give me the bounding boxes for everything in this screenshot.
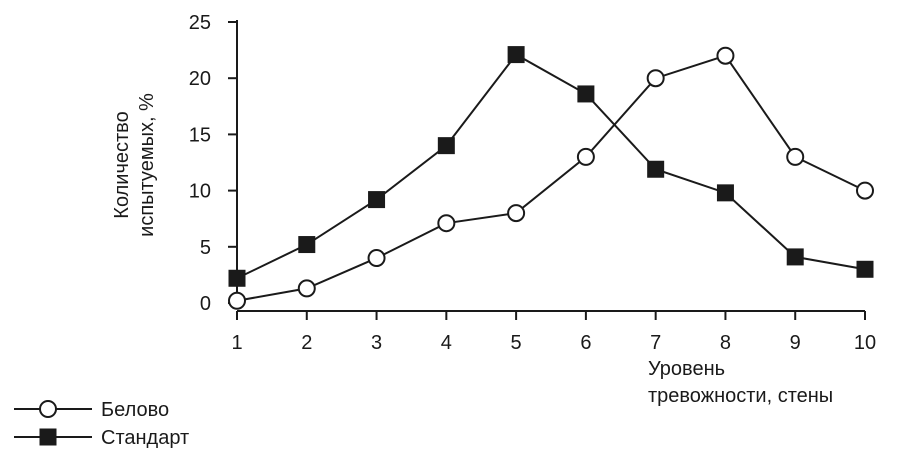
x-axis-title-line: Уровень [648,358,725,380]
x-tick-label: 1 [231,332,242,354]
series-line [236,54,866,302]
x-tick-label: 2 [301,332,312,354]
series-line [236,53,866,280]
data-point [368,191,386,209]
data-point [576,147,595,166]
x-tick-label: 6 [580,332,591,354]
data-point [716,46,735,65]
y-axis-title-line: Количество [111,111,133,218]
x-tick-label: 9 [790,332,801,354]
legend-label: Белово [101,399,169,421]
data-point [437,214,456,233]
data-point [507,46,525,64]
data-point [786,147,805,166]
data-point [298,236,316,254]
chart-axes [228,20,866,320]
data-point [367,249,386,268]
y-tick-label: 25 [189,12,211,34]
legend-item: Стандарт [14,427,189,449]
series-2 [228,46,874,287]
legend-label: Стандарт [101,427,189,449]
y-tick-label: 20 [189,68,211,90]
chart-labels: 0 5 10 15 20 25 1 2 3 4 5 6 7 8 9 10 Количество испытуемы… [111,12,876,407]
legend-item: Белово [14,399,169,421]
y-axis-title-line: испытуемых, % [136,93,158,237]
data-point [647,160,665,178]
x-tick-label: 8 [720,332,731,354]
x-tick-label: 7 [650,332,661,354]
x-axis-title: Уровень тревожности, стены [648,358,833,407]
legend-marker [39,428,57,446]
data-point [507,204,526,223]
data-point [437,137,455,155]
data-point [228,269,246,287]
y-tick-label: 0 [200,293,211,315]
data-point [856,260,874,278]
chart-legend: Белово Стандарт [14,399,189,449]
chart-series [228,46,874,310]
x-tick-label: 4 [441,332,452,354]
data-point [716,184,734,202]
data-point [297,279,316,298]
legend-marker [39,400,57,418]
x-tick-label: 5 [511,332,522,354]
data-point [577,85,595,103]
x-tick-label: 10 [854,332,876,354]
y-tick-label: 10 [189,181,211,203]
x-axis-title-line: тревожности, стены [648,385,833,407]
data-point [228,291,246,310]
data-point [786,248,804,266]
series-1 [228,46,874,310]
data-point [856,181,874,200]
data-point [646,69,665,88]
y-axis-title: Количество испытуемых, % [111,93,158,237]
y-tick-label: 5 [200,237,211,259]
y-tick-label: 15 [189,124,211,146]
x-tick-label: 3 [371,332,382,354]
